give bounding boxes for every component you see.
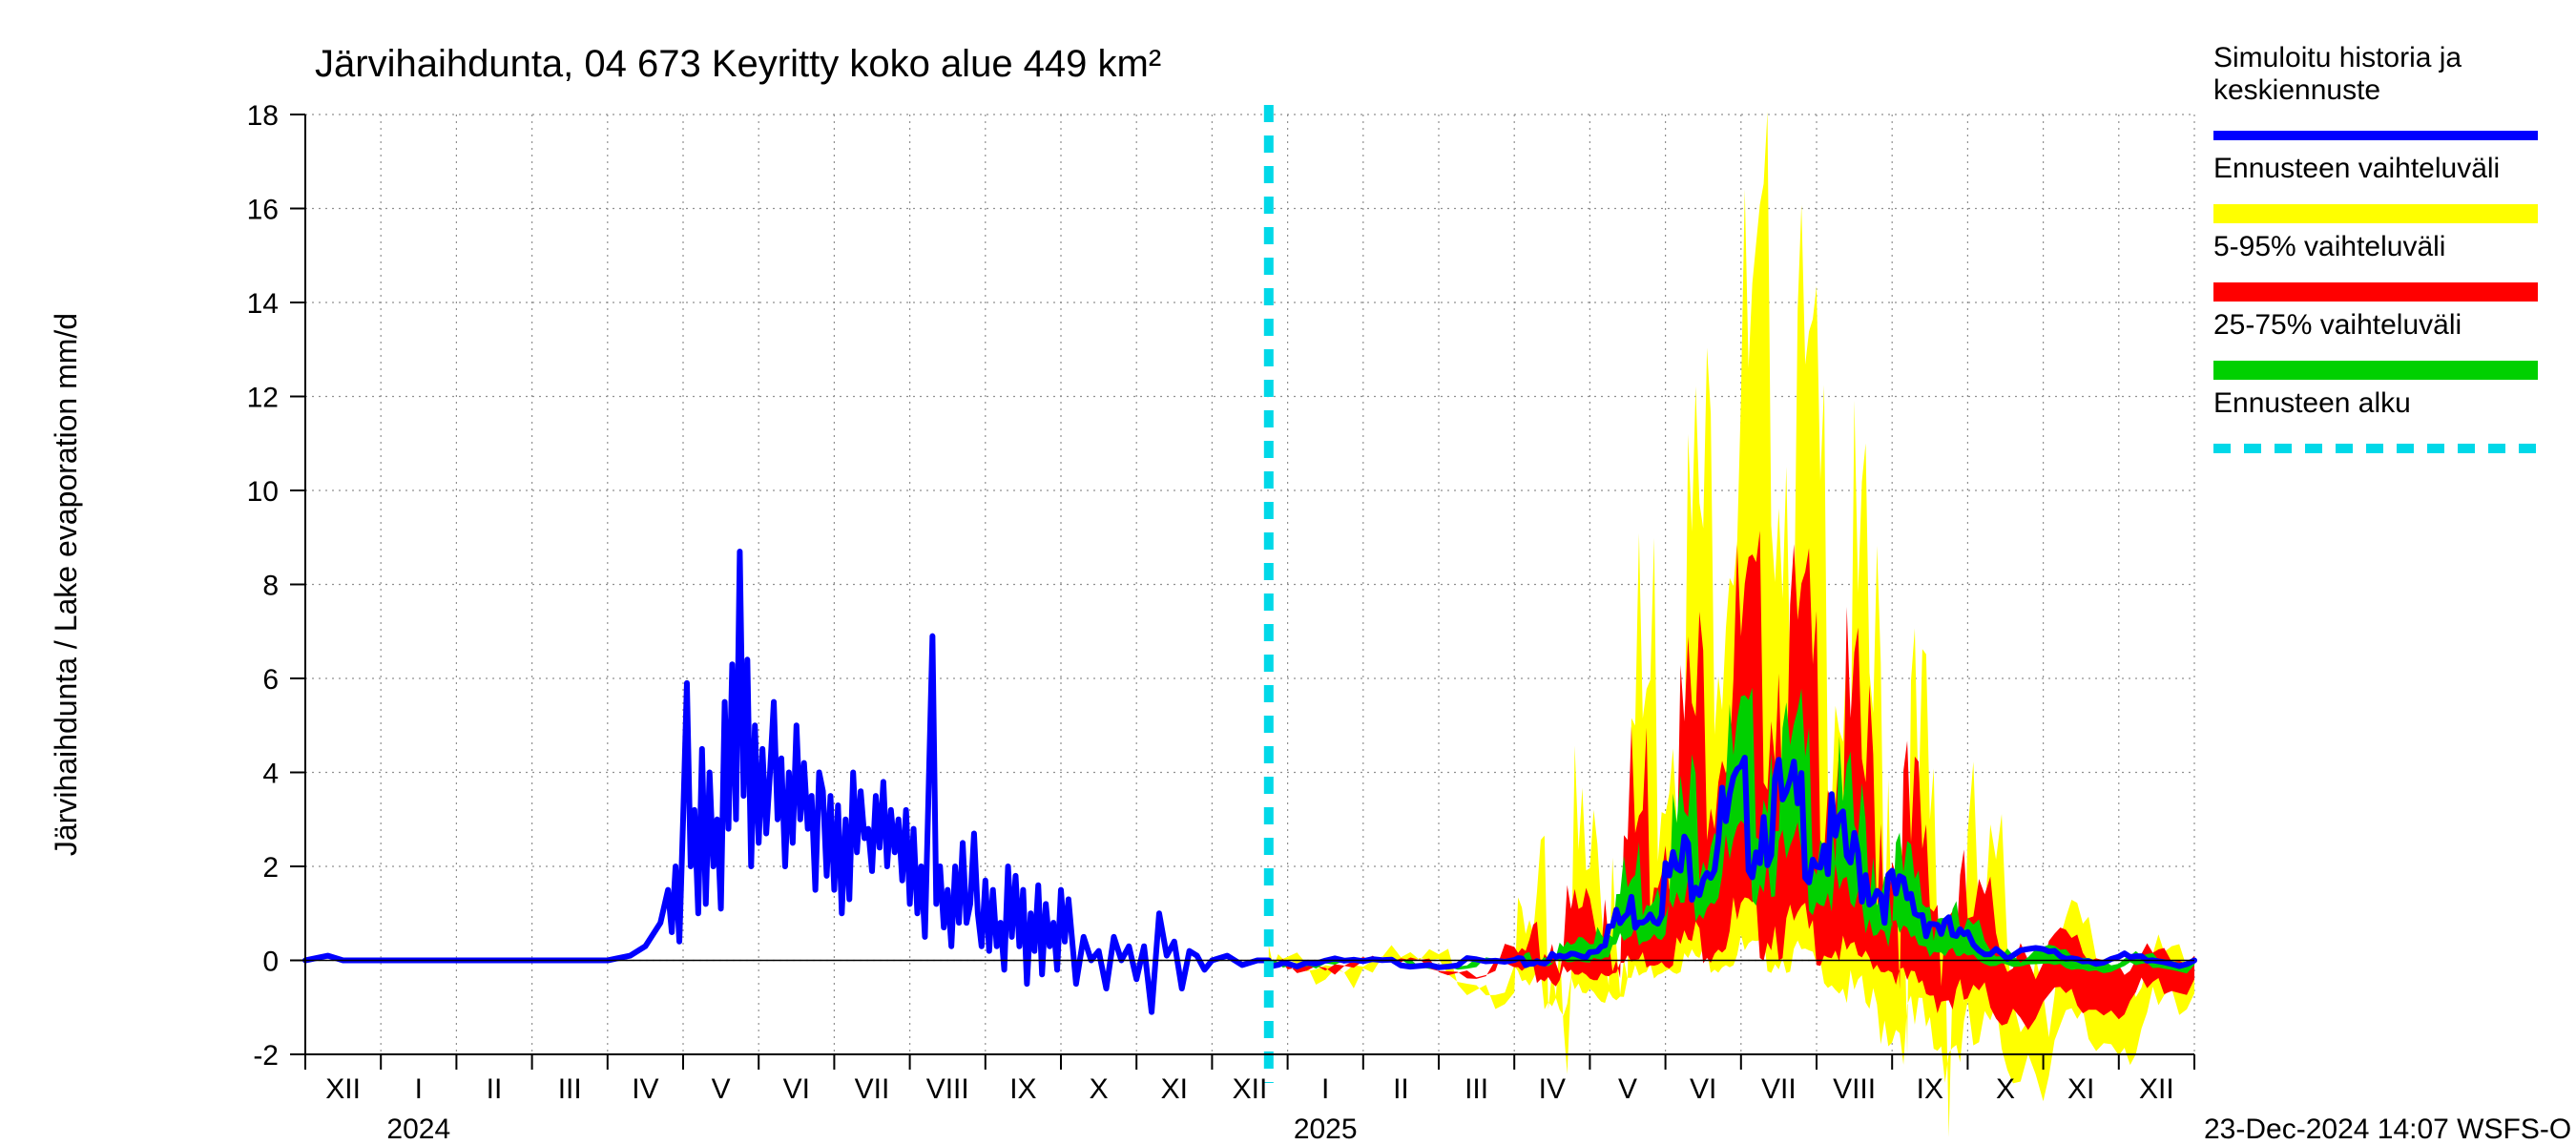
x-month-label: VI bbox=[1690, 1073, 1716, 1105]
x-month-label: VI bbox=[783, 1073, 810, 1105]
legend-label: keskiennuste bbox=[2213, 74, 2380, 106]
x-month-label: VIII bbox=[926, 1073, 969, 1105]
y-tick-label: 14 bbox=[247, 288, 279, 320]
y-tick-label: 16 bbox=[247, 195, 279, 226]
x-month-label: VII bbox=[1761, 1073, 1797, 1105]
x-month-label: XII bbox=[1233, 1073, 1268, 1105]
chart-container: -2024681012141618XIIIIIIIIIVVVIVIIVIIIIX… bbox=[0, 0, 2576, 1145]
x-month-label: III bbox=[558, 1073, 582, 1105]
y-tick-label: 12 bbox=[247, 383, 279, 414]
legend-label: 25-75% vaihteluväli bbox=[2213, 309, 2462, 341]
chart-footer: 23-Dec-2024 14:07 WSFS-O bbox=[2204, 1114, 2571, 1145]
y-tick-label: 10 bbox=[247, 476, 279, 508]
y-tick-label: 8 bbox=[262, 571, 279, 602]
x-month-label: I bbox=[415, 1073, 423, 1105]
legend-label: Simuloitu historia ja bbox=[2213, 42, 2462, 73]
x-month-label: IV bbox=[1539, 1073, 1566, 1105]
legend-label: 5-95% vaihteluväli bbox=[2213, 231, 2445, 262]
legend-label: Ennusteen vaihteluväli bbox=[2213, 153, 2500, 184]
chart-title: Järvihaihdunta, 04 673 Keyritty koko alu… bbox=[315, 43, 1161, 85]
x-month-label: II bbox=[487, 1073, 503, 1105]
x-month-label: X bbox=[1090, 1073, 1109, 1105]
y-tick-label: 4 bbox=[262, 759, 279, 790]
y-tick-label: 18 bbox=[247, 100, 279, 132]
legend-swatch-band bbox=[2213, 204, 2538, 223]
x-month-label: IX bbox=[1009, 1073, 1036, 1105]
y-tick-label: -2 bbox=[253, 1040, 279, 1072]
x-month-label: V bbox=[712, 1073, 731, 1105]
x-month-label: II bbox=[1393, 1073, 1409, 1105]
x-month-label: XI bbox=[1161, 1073, 1188, 1105]
x-month-label: IV bbox=[632, 1073, 658, 1105]
x-month-label: IX bbox=[1917, 1073, 1943, 1105]
y-tick-label: 6 bbox=[262, 664, 279, 696]
x-month-label: III bbox=[1465, 1073, 1488, 1105]
x-year-label: 2024 bbox=[386, 1114, 450, 1145]
x-month-label: I bbox=[1321, 1073, 1329, 1105]
y-tick-label: 2 bbox=[262, 852, 279, 884]
legend-swatch-band bbox=[2213, 282, 2538, 302]
y-tick-label: 0 bbox=[262, 947, 279, 978]
x-month-label: XI bbox=[2067, 1073, 2094, 1105]
x-month-label: VIII bbox=[1833, 1073, 1876, 1105]
x-month-label: XII bbox=[2139, 1073, 2174, 1105]
x-month-label: XII bbox=[325, 1073, 361, 1105]
chart-svg: -2024681012141618XIIIIIIIIIVVVIVIIVIIIIX… bbox=[0, 0, 2576, 1145]
x-month-label: X bbox=[1996, 1073, 2015, 1105]
x-month-label: V bbox=[1618, 1073, 1637, 1105]
legend-swatch-band bbox=[2213, 361, 2538, 380]
x-year-label: 2025 bbox=[1294, 1114, 1358, 1145]
y-axis-label: Järvihaihdunta / Lake evaporation mm/d bbox=[49, 313, 83, 856]
x-month-label: VII bbox=[855, 1073, 890, 1105]
legend-label: Ennusteen alku bbox=[2213, 387, 2411, 419]
